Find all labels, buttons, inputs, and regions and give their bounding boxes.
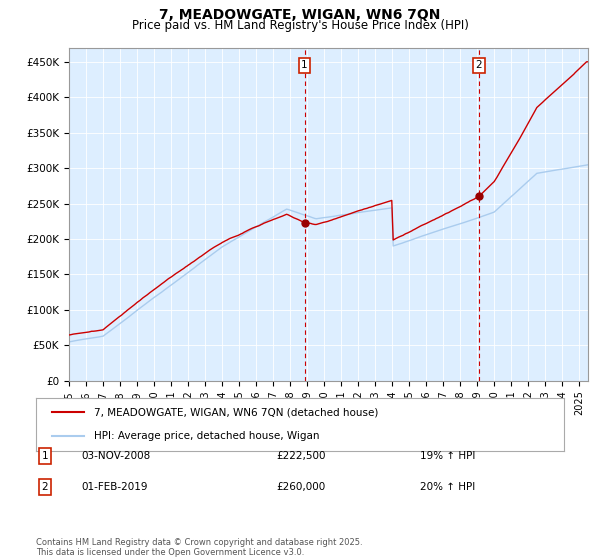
Text: 7, MEADOWGATE, WIGAN, WN6 7QN: 7, MEADOWGATE, WIGAN, WN6 7QN bbox=[160, 8, 440, 22]
Text: £222,500: £222,500 bbox=[276, 451, 325, 461]
Text: 03-NOV-2008: 03-NOV-2008 bbox=[81, 451, 150, 461]
Text: 1: 1 bbox=[41, 451, 49, 461]
Text: HPI: Average price, detached house, Wigan: HPI: Average price, detached house, Wiga… bbox=[94, 431, 320, 441]
Text: £260,000: £260,000 bbox=[276, 482, 325, 492]
Text: Contains HM Land Registry data © Crown copyright and database right 2025.
This d: Contains HM Land Registry data © Crown c… bbox=[36, 538, 362, 557]
Text: Price paid vs. HM Land Registry's House Price Index (HPI): Price paid vs. HM Land Registry's House … bbox=[131, 19, 469, 32]
Text: 19% ↑ HPI: 19% ↑ HPI bbox=[420, 451, 475, 461]
Text: 20% ↑ HPI: 20% ↑ HPI bbox=[420, 482, 475, 492]
Text: 1: 1 bbox=[301, 60, 308, 71]
Text: 2: 2 bbox=[475, 60, 482, 71]
Text: 01-FEB-2019: 01-FEB-2019 bbox=[81, 482, 148, 492]
Text: 2: 2 bbox=[41, 482, 49, 492]
Text: 7, MEADOWGATE, WIGAN, WN6 7QN (detached house): 7, MEADOWGATE, WIGAN, WN6 7QN (detached … bbox=[94, 408, 379, 418]
